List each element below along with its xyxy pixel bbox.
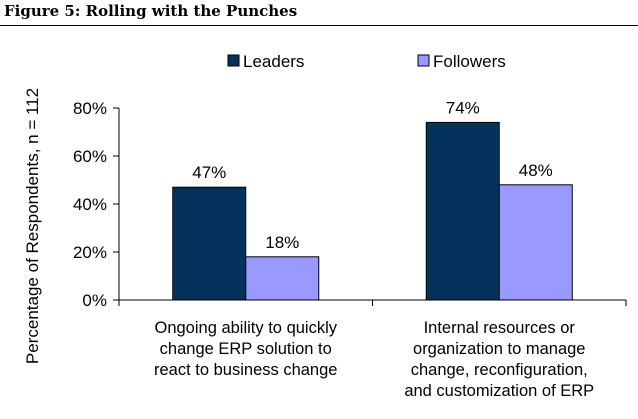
data-labels: 47% 18% 74% 48% [192,98,553,251]
data-label: 74% [446,98,480,117]
data-label: 18% [265,233,299,252]
category-label: Ongoing ability to quickly change ERP sol… [154,319,338,379]
y-tick-labels: 0% 20% 40% 60% 80% [73,99,107,310]
data-label: 47% [192,163,226,182]
category-labels: Ongoing ability to quickly change ERP sol… [154,319,594,400]
y-axis-label: Percentage of Respondents, n = 112 [23,88,42,364]
legend-label-followers: Followers [433,52,506,71]
bar-followers [498,184,573,301]
legend-label-leaders: Leaders [243,52,304,71]
figure-title: Figure 5: Rolling with the Punches [4,2,298,20]
category-label: Internal resources or organization to man… [404,319,594,400]
y-tick-label: 60% [73,147,107,166]
data-label: 48% [519,161,553,180]
bar-followers [245,256,320,301]
bar-leaders [172,186,247,301]
legend: Leaders Followers [227,52,506,71]
legend-swatch-leaders [227,54,240,67]
bars [172,121,573,301]
title-rule [0,25,638,26]
bar-leaders [425,121,500,301]
y-tick-label: 20% [73,243,107,262]
y-tick-label: 80% [73,99,107,118]
y-tick-label: 40% [73,195,107,214]
legend-swatch-followers [417,54,430,67]
y-tick-label: 0% [82,291,107,310]
